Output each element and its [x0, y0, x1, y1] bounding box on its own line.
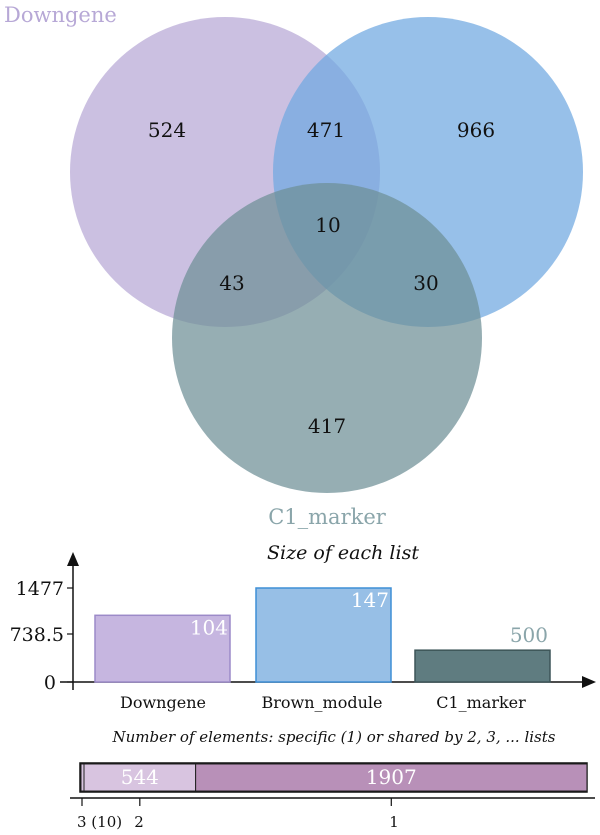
bar-chart-title: Size of each list	[267, 542, 419, 564]
stacked-tick-label-3: 3 (10)	[77, 813, 122, 831]
stacked-tick-label-1: 1	[389, 813, 399, 831]
bar-category-downgene: Downgene	[120, 693, 206, 712]
size-bar-chart: Size of each list 0 738.5 1477 104 147 5…	[10, 542, 596, 712]
stacked-segment-1	[195, 763, 588, 792]
bar-category-c1-marker: C1_marker	[436, 693, 526, 712]
bar-y-axis-arrow	[67, 552, 79, 566]
bar-brown-module	[255, 587, 392, 683]
shared-elements-chart: Number of elements: specific (1) or shar…	[70, 728, 595, 831]
bar-ytick-label-2: 1477	[16, 578, 64, 600]
stacked-tick-label-2: 2	[134, 813, 144, 831]
venn-region-c1-only: 417	[308, 414, 346, 438]
venn-region-downgene-only: 524	[148, 118, 186, 142]
stacked-segment-1-value: 1907	[366, 765, 417, 789]
bar-x-axis-arrow	[582, 676, 596, 688]
bar-ytick-label-0: 0	[44, 672, 56, 694]
stacked-segment-2	[83, 763, 197, 792]
venn-diagram: Downgene C1_marker 524 966 417 471 43 30…	[4, 3, 583, 529]
venn-circle-c1-marker	[172, 183, 482, 493]
venn-region-brown-only: 966	[457, 118, 495, 142]
stacked-segment-2-value: 544	[121, 765, 159, 789]
venn-region-all-three: 10	[315, 213, 340, 237]
venn-set-label-downgene: Downgene	[4, 3, 117, 27]
bar-c1-marker	[414, 649, 551, 683]
bar-downgene	[94, 614, 231, 683]
venn-region-downgene-c1: 43	[219, 271, 244, 295]
bar-category-brown-module: Brown_module	[262, 693, 383, 712]
bar-ytick-label-1: 738.5	[10, 624, 64, 646]
bar-value-label-c1-marker: 500	[510, 623, 548, 647]
venn-region-downgene-brown: 471	[307, 118, 345, 142]
stacked-chart-title: Number of elements: specific (1) or shar…	[112, 728, 556, 746]
bar-value-label-brown-module: 147	[351, 588, 389, 612]
venn-region-brown-c1: 30	[413, 271, 438, 295]
bar-value-label-downgene: 104	[190, 615, 228, 639]
venn-set-label-c1-marker: C1_marker	[268, 505, 387, 529]
